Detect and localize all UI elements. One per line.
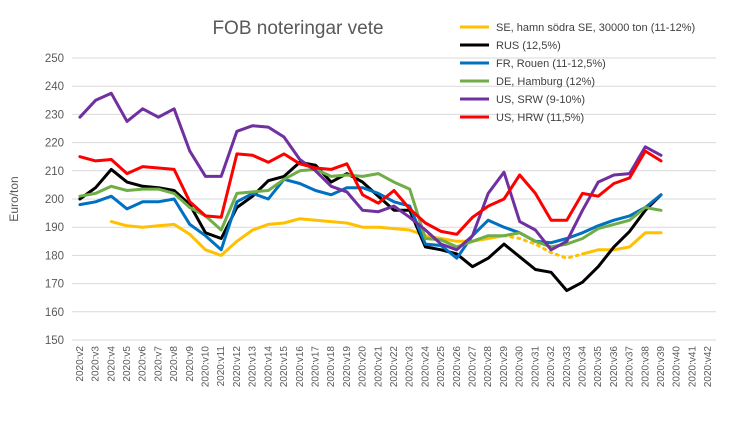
series-path <box>78 167 663 249</box>
legend-item: US, HRW (11,5%) <box>460 112 584 124</box>
x-tick-label: 2020:v18 <box>326 346 337 388</box>
y-tick-label: 200 <box>45 194 64 206</box>
x-tick-label: 2020:v8 <box>169 346 180 382</box>
legend-item: FR, Rouen (11-12,5%) <box>460 58 606 70</box>
x-tick-label: 2020:v23 <box>405 346 416 388</box>
legend-label: FR, Rouen (11-12,5%) <box>496 58 606 70</box>
y-tick-label: 250 <box>45 53 64 65</box>
series-path <box>78 149 663 236</box>
y-tick-label: 190 <box>45 222 64 234</box>
x-tick-label: 2020:v31 <box>530 346 541 388</box>
x-tick-label: 2020:v38 <box>640 346 651 388</box>
x-tick-label: 2020:v35 <box>593 346 604 388</box>
x-tick-label: 2020:v25 <box>436 346 447 388</box>
x-tick-label: 2020:v42 <box>703 346 714 388</box>
x-tick-label: 2020:v33 <box>562 346 573 388</box>
x-tick-label: 2020:v14 <box>263 346 274 388</box>
x-tick-label: 2020:v11 <box>216 346 227 387</box>
x-tick-label: 2020:v21 <box>373 346 384 388</box>
x-tick-label: 2020:v36 <box>609 346 620 388</box>
series-path-dashed <box>502 234 584 260</box>
y-tick-label: 180 <box>45 250 64 262</box>
y-tick-label: 220 <box>45 138 64 150</box>
x-tick-label: 2020:v15 <box>279 346 290 388</box>
y-tick-label: 170 <box>45 279 64 291</box>
y-tick-label: 160 <box>45 307 64 319</box>
y-tick-label: 230 <box>45 109 64 121</box>
x-tick-label: 2020:v37 <box>625 346 636 388</box>
x-tick-label: 2020:v4 <box>106 346 117 382</box>
x-tick-label: 2020:v39 <box>656 346 667 388</box>
x-tick-label: 2020:v24 <box>420 346 431 388</box>
x-tick-label: 2020:v13 <box>248 346 259 388</box>
legend-label: US, SRW (9-10%) <box>496 94 585 106</box>
x-tick-label: 2020:v16 <box>295 346 306 388</box>
x-tick-label: 2020:v19 <box>342 346 353 388</box>
x-tick-label: 2020:v17 <box>310 346 321 388</box>
series-path <box>78 177 663 260</box>
x-tick-label: 2020:v12 <box>232 346 243 388</box>
x-tick-label: 2020:v22 <box>389 346 400 388</box>
y-axis-ticks: 150 160 170 180 190 200 210 220 230 240 250 <box>45 53 64 347</box>
x-tick-label: 2020:v10 <box>201 346 212 388</box>
series-path <box>78 91 663 252</box>
x-tick-label: 2020:v32 <box>546 346 557 388</box>
x-tick-label: 2020:v27 <box>468 346 479 388</box>
series-line-3 <box>78 167 663 249</box>
x-tick-label: 2020:v29 <box>499 346 510 388</box>
x-tick-label: 2020:v20 <box>358 346 369 388</box>
legend-label: SE, hamn södra SE, 30000 ton (11-12%) <box>496 22 695 34</box>
x-tick-label: 2020:v40 <box>672 346 683 388</box>
legend-label: DE, Hamburg (12%) <box>496 76 595 88</box>
y-tick-label: 210 <box>45 166 64 178</box>
series-path <box>109 217 663 257</box>
x-tick-label: 2020:v30 <box>515 346 526 388</box>
legend: SE, hamn södra SE, 30000 ton (11-12%) RUS… <box>460 22 695 124</box>
legend-label: US, HRW (11,5%) <box>496 112 584 124</box>
series-line-5 <box>78 149 663 236</box>
x-tick-label: 2020:v5 <box>122 346 133 382</box>
x-tick-label: 2020:v6 <box>138 346 149 382</box>
y-axis-label: Euro/ton <box>7 176 21 221</box>
y-tick-label: 150 <box>45 335 64 347</box>
series-line-4 <box>78 91 663 252</box>
chart-title: FOB noteringar vete <box>212 18 383 39</box>
legend-item: RUS (12,5%) <box>460 40 561 52</box>
x-tick-label: 2020:v7 <box>153 346 164 382</box>
x-tick-label: 2020:v2 <box>75 346 86 382</box>
x-axis-ticks: 2020:v2 2020:v3 2020:v4 2020:v5 2020:v6 2020:… <box>75 346 714 388</box>
legend-item: DE, Hamburg (12%) <box>460 76 595 88</box>
y-tick-label: 240 <box>45 81 64 93</box>
x-tick-label: 2020:v41 <box>687 346 698 388</box>
legend-item: SE, hamn södra SE, 30000 ton (11-12%) <box>460 22 695 34</box>
x-tick-label: 2020:v28 <box>483 346 494 388</box>
legend-item: US, SRW (9-10%) <box>460 94 585 106</box>
x-tick-label: 2020:v26 <box>452 346 463 388</box>
legend-label: RUS (12,5%) <box>496 40 561 52</box>
x-tick-label: 2020:v3 <box>91 346 102 382</box>
x-tick-label: 2020:v9 <box>185 346 196 382</box>
series-lines <box>78 91 663 293</box>
series-line-0 <box>109 217 663 260</box>
x-tick-label: 2020:v34 <box>577 346 588 388</box>
